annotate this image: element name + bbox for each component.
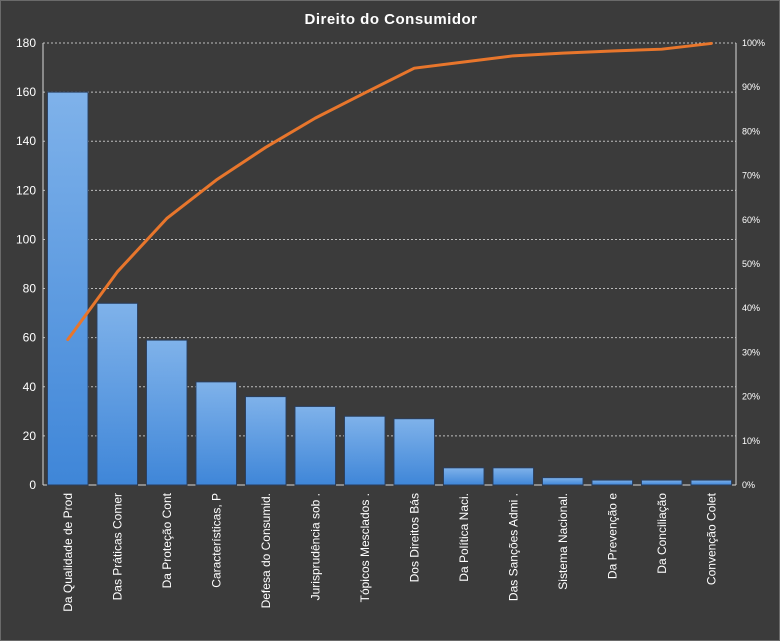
y2-tick-label: 90% xyxy=(742,82,760,92)
x-tick-label: Defesa do Consumid. xyxy=(259,493,273,608)
x-tick-label: Da Qualidade de Prod xyxy=(61,493,75,612)
y-tick-label: 40 xyxy=(23,380,37,394)
x-tick-label: Tópicos Mesclados . xyxy=(358,493,372,602)
y2-tick-label: 80% xyxy=(742,126,760,136)
x-tick-label: Sistema Nacional. xyxy=(556,493,570,590)
y2-tick-label: 40% xyxy=(742,303,760,313)
x-tick-label: Características, P xyxy=(209,493,223,588)
x-tick-label: Da Proteção Cont xyxy=(160,492,174,588)
y-tick-label: 160 xyxy=(16,85,36,99)
x-tick-label: Das Práticas Comer xyxy=(110,493,124,600)
y-tick-label: 100 xyxy=(16,232,36,246)
bar xyxy=(46,91,89,486)
y2-tick-label: 70% xyxy=(742,171,760,181)
gridlines xyxy=(43,42,736,437)
bar xyxy=(294,405,337,486)
y2-tick-label: 30% xyxy=(742,347,760,357)
axis-labels: 0 20 40 60 80 100 120 140 160 180 0% 10% 20% 30% 40% 50… xyxy=(16,36,765,612)
y2-tick-label: 60% xyxy=(742,215,760,225)
x-tick-label: Das Sanções Admi . xyxy=(506,493,520,601)
bar xyxy=(195,381,238,486)
y-tick-label: 140 xyxy=(16,134,36,148)
x-tick-label: Da Prevenção e xyxy=(605,493,619,579)
y-tick-label: 60 xyxy=(23,331,37,345)
cumulative-point xyxy=(314,116,317,120)
cumulative-point xyxy=(660,47,663,51)
cumulative-point xyxy=(413,66,416,70)
cumulative-point xyxy=(512,54,515,58)
y-tick-label: 80 xyxy=(23,282,37,296)
cumulative-point xyxy=(215,178,218,182)
chart-title: Direito do Consumidor xyxy=(305,11,478,28)
cumulative-line xyxy=(66,41,713,342)
y2-tick-label: 100% xyxy=(742,38,765,48)
bar xyxy=(393,418,436,486)
bar xyxy=(690,479,733,486)
bar xyxy=(343,415,386,486)
bar xyxy=(640,479,683,486)
x-tick-label: Dos Direitos Bás xyxy=(407,493,421,582)
cumulative-point xyxy=(462,60,465,64)
cumulative-point xyxy=(165,217,168,220)
bar xyxy=(145,339,188,486)
x-tick-label: Da Conciliação xyxy=(655,493,669,574)
y-tick-label: 180 xyxy=(16,36,36,50)
x-tick-label: Da Política Naci. xyxy=(457,493,471,582)
y2-tick-label: 50% xyxy=(742,259,760,269)
y2-tick-label: 0% xyxy=(742,480,755,490)
cumulative-point xyxy=(611,49,614,53)
cumulative-point xyxy=(66,338,69,341)
cumulative-point xyxy=(561,51,564,55)
x-tick-label: Convenção Colet xyxy=(704,492,718,585)
y-tick-label: 20 xyxy=(23,429,37,443)
bar xyxy=(591,479,634,486)
bar xyxy=(492,467,535,486)
y2-tick-label: 10% xyxy=(742,436,760,446)
bar xyxy=(541,477,584,486)
cumulative-point xyxy=(264,146,267,149)
x-tick-label: Jurisprudência sob . xyxy=(308,493,322,600)
bar xyxy=(96,302,139,486)
cumulative-point xyxy=(363,91,366,95)
y-tick-label: 120 xyxy=(16,183,36,197)
bar xyxy=(244,396,287,486)
bar xyxy=(442,467,485,486)
cumulative-point xyxy=(710,42,713,45)
cumulative-point xyxy=(116,270,119,274)
y2-tick-label: 20% xyxy=(742,392,760,402)
cumulative-line-series xyxy=(66,41,713,342)
bar-series xyxy=(46,91,733,486)
y-tick-label: 0 xyxy=(29,478,36,492)
